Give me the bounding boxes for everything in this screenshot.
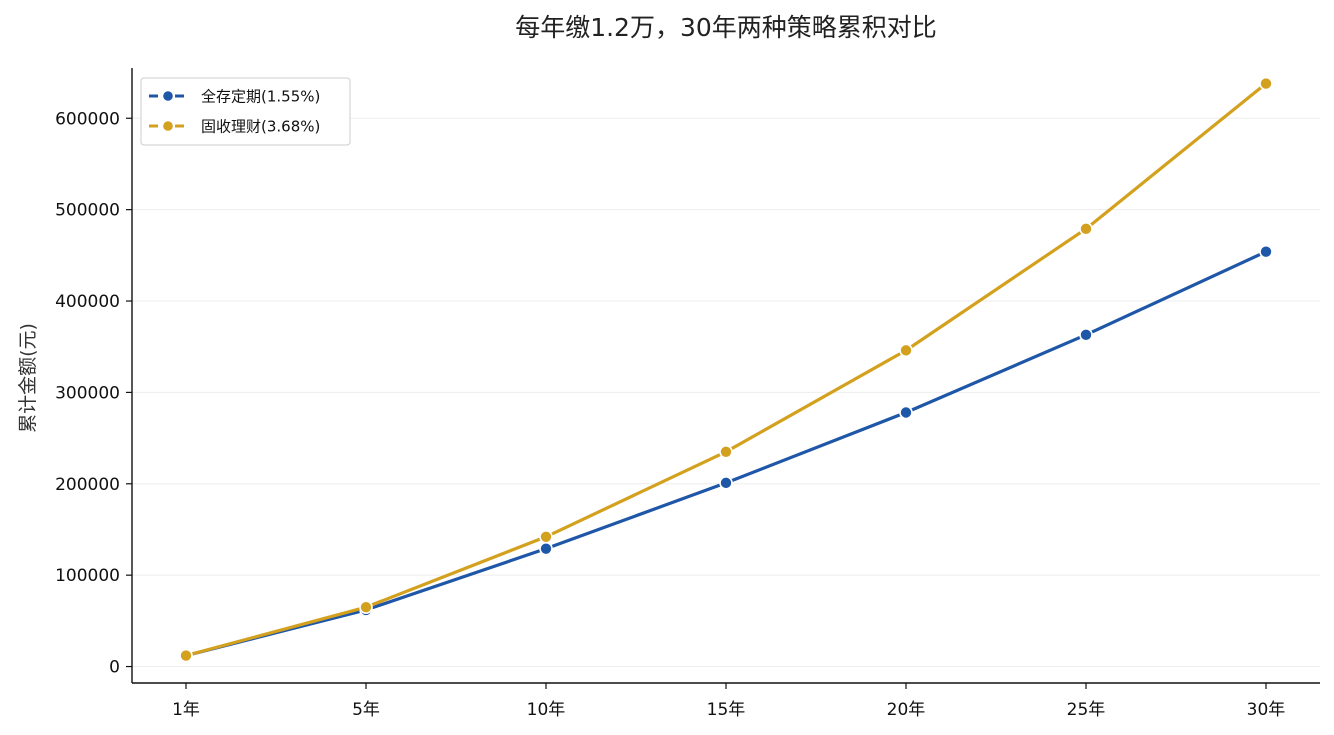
y-tick-label: 500000 [55,201,120,221]
data-point [899,405,913,420]
x-tick-label: 1年 [172,700,200,720]
grid-lines [132,117,1320,668]
data-point [1079,222,1093,236]
y-tick-label: 200000 [55,475,120,495]
legend-marker [161,119,175,133]
series [179,76,1273,663]
x-tick-label: 30年 [1247,700,1286,720]
x-axis-ticks: 1年 5年 10年 15年 20年 25年 30年 [172,683,1285,720]
x-tick-label: 25年 [1067,700,1106,720]
legend-marker [161,89,175,103]
series-2 [179,76,1273,663]
y-axis-label: 累计金额(元) [17,323,39,433]
x-tick-label: 10年 [527,700,566,720]
data-point [1079,328,1093,342]
data-point [539,529,553,544]
y-tick-label: 100000 [55,566,120,586]
legend-box [140,77,351,146]
chart-title: 每年缴1.2万，30年两种策略累积对比 [515,13,937,42]
y-tick-label: 600000 [55,109,120,129]
legend-label: 全存定期(1.55%) [201,88,320,106]
data-point [359,600,373,614]
data-point [539,541,553,556]
x-tick-label: 5年 [352,700,380,720]
y-tick-label: 300000 [55,383,120,403]
x-tick-label: 15年 [707,700,746,720]
data-point [179,648,193,663]
data-point [1259,76,1273,91]
axes [131,68,1320,684]
data-point [719,476,733,490]
data-point [1259,244,1273,259]
y-tick-label: 0 [109,658,120,678]
legend-label: 固收理财(3.68%) [201,118,320,136]
series-line [184,81,1268,658]
y-tick-label: 400000 [55,292,120,312]
x-tick-label: 20年 [887,700,926,720]
data-point [899,343,913,358]
legend: 全存定期(1.55%) 固收理财(3.68%) [140,77,351,146]
data-point [719,445,733,459]
y-axis-ticks: 0 100000 200000 300000 400000 500000 600000 [55,109,132,678]
